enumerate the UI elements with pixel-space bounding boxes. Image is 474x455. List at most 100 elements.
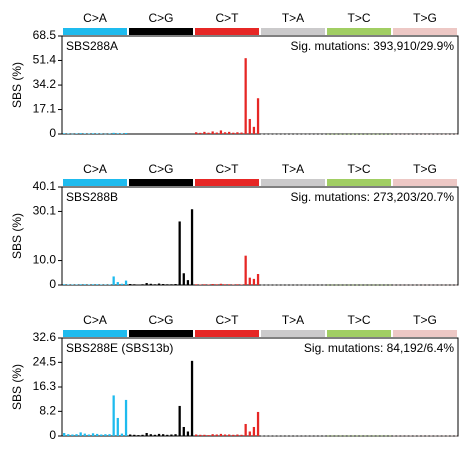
bar <box>442 284 445 286</box>
bar <box>252 278 256 285</box>
bar <box>351 284 355 286</box>
bar <box>186 431 190 436</box>
bar <box>124 280 128 285</box>
bar <box>186 280 190 285</box>
bar <box>116 282 119 285</box>
y-tick-label: 0 <box>49 277 56 291</box>
bar <box>277 133 280 135</box>
bar <box>364 435 367 437</box>
bar <box>294 435 297 437</box>
y-tick-label: 0 <box>49 126 56 140</box>
group-label: C>T <box>215 162 239 176</box>
bar <box>368 435 371 437</box>
bar <box>351 435 355 437</box>
bar <box>149 283 152 285</box>
bar <box>149 133 152 135</box>
y-axis-label: SBS (%) <box>10 364 24 410</box>
bar <box>261 435 264 437</box>
bar <box>397 435 400 437</box>
bar <box>174 284 177 285</box>
bar <box>285 133 289 135</box>
bar <box>265 284 268 286</box>
bar <box>162 133 165 135</box>
bar <box>215 132 218 134</box>
annotation: Sig. mutations: 273,203/20.7% <box>291 190 455 204</box>
bar <box>96 284 99 285</box>
bar <box>310 284 313 286</box>
annotation: Sig. mutations: 84,192/6.4% <box>304 341 454 355</box>
bar <box>91 433 95 436</box>
bar <box>223 284 227 285</box>
bar <box>79 133 82 134</box>
bar <box>397 133 400 135</box>
bar <box>174 434 177 436</box>
bar <box>335 284 338 286</box>
bar <box>170 434 173 436</box>
bar <box>351 133 355 135</box>
bar <box>273 435 276 437</box>
bar <box>182 426 185 436</box>
y-tick-label: 17.1 <box>33 102 57 116</box>
group-strip <box>63 179 127 186</box>
group-label: T>G <box>413 11 437 25</box>
y-axis-label: SBS (%) <box>10 213 24 259</box>
bar <box>454 284 458 286</box>
bar <box>454 133 458 135</box>
bar <box>190 209 194 285</box>
group-label: T>C <box>347 162 370 176</box>
bar <box>145 283 148 285</box>
bar <box>417 435 421 437</box>
bar <box>335 435 338 437</box>
bar <box>178 221 181 285</box>
bar <box>450 133 454 135</box>
bar <box>190 133 194 135</box>
bar <box>215 434 218 436</box>
group-strip <box>261 330 325 337</box>
bar <box>405 435 408 437</box>
group-label: C>G <box>148 162 173 176</box>
bar <box>298 133 301 135</box>
bar <box>384 133 388 135</box>
bar <box>120 433 124 436</box>
bar <box>380 284 383 286</box>
bar <box>376 284 379 286</box>
bar <box>145 432 148 436</box>
bar <box>446 133 449 135</box>
bar <box>368 284 371 286</box>
bar <box>207 284 210 286</box>
bar <box>384 435 388 437</box>
bar <box>75 434 78 436</box>
plot-frame <box>61 186 459 286</box>
bar <box>108 434 111 436</box>
group-label: T>A <box>282 313 304 327</box>
bar <box>75 284 78 286</box>
bar <box>211 434 214 436</box>
bar <box>327 435 330 437</box>
bar <box>339 284 342 286</box>
bar <box>360 133 363 135</box>
bar <box>228 131 231 134</box>
bar <box>91 284 95 285</box>
bar <box>211 284 214 285</box>
bar <box>67 133 70 135</box>
bar <box>129 284 132 285</box>
bar <box>236 434 239 436</box>
bar <box>248 431 251 436</box>
bar <box>442 133 445 135</box>
bar <box>289 435 293 437</box>
bar <box>364 284 367 286</box>
y-axis-label: SBS (%) <box>10 62 24 108</box>
bar <box>388 284 392 286</box>
bar <box>133 133 136 135</box>
bar <box>129 133 132 135</box>
bar <box>240 284 243 286</box>
bar <box>426 284 429 286</box>
bar <box>256 411 260 436</box>
bar <box>166 133 169 135</box>
bar <box>203 434 206 436</box>
bar <box>141 133 144 135</box>
group-strip <box>63 330 127 337</box>
bar <box>145 133 148 135</box>
bar <box>162 284 165 285</box>
bar <box>355 284 359 286</box>
